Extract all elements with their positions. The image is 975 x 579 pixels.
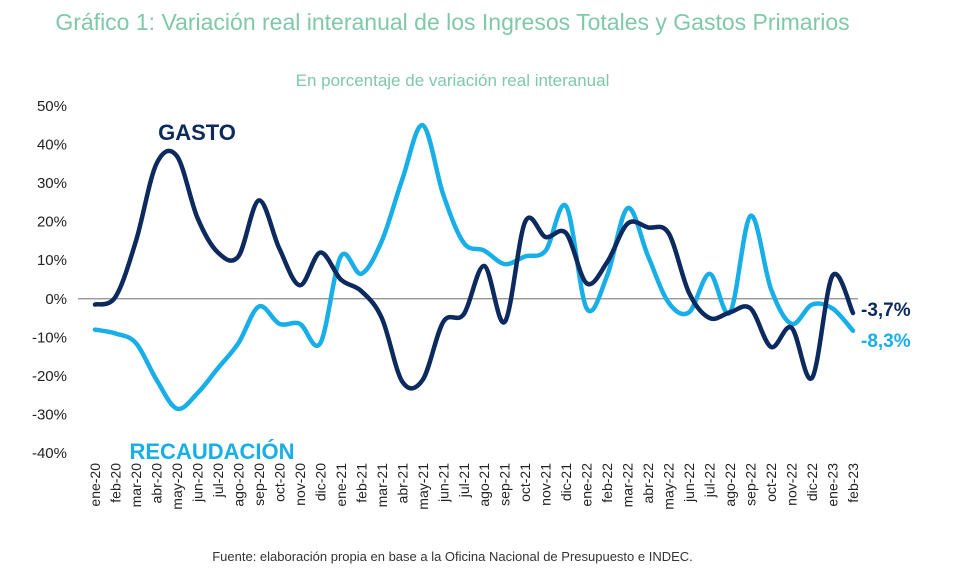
chart-subtitle: En porcentaje de variación real interanu… (295, 71, 610, 90)
x-tick-label: jul-20 (210, 463, 226, 498)
y-tick-label: -40% (32, 445, 67, 462)
x-tick-label: abr-22 (640, 463, 656, 504)
y-tick-label: 10% (37, 252, 67, 269)
x-tick-label: feb-21 (353, 463, 369, 503)
x-tick-label: oct-21 (517, 463, 533, 502)
recaudacion-end-value-label: -8,3% (861, 331, 911, 352)
y-tick-label: 30% (37, 175, 67, 192)
gasto-line (92, 148, 856, 391)
y-tick-label: 0% (45, 291, 67, 308)
x-tick-label: jun-20 (189, 463, 205, 503)
series-labels: GASTO RECAUDACIÓN -3,7% -8,3% (130, 120, 911, 464)
y-axis-labels: 50% 40% 30% 20% 10% 0% -10% -20% -30% -40% (32, 98, 67, 462)
recaudacion-series-label: RECAUDACIÓN (130, 439, 295, 464)
x-tick-label: nov-22 (784, 463, 800, 506)
x-tick-label: nov-21 (538, 463, 554, 506)
x-tick-label: feb-23 (845, 463, 861, 503)
x-tick-label: feb-22 (599, 463, 615, 503)
x-tick-label: may-22 (661, 463, 677, 510)
gasto-end-value-label: -3,7% (861, 300, 911, 321)
x-tick-label: abr-20 (148, 463, 164, 504)
x-tick-label: jun-21 (435, 463, 451, 503)
x-tick-label: sep-21 (497, 463, 513, 506)
x-tick-label: jun-22 (681, 463, 697, 503)
x-tick-label: oct-22 (763, 463, 779, 502)
y-tick-label: -10% (32, 329, 67, 346)
x-tick-label: ene-20 (87, 463, 103, 507)
x-axis-labels: ene-20 feb-20 mar-20 abr-20 may-20 jun-20 jul-… (87, 463, 861, 510)
x-tick-label: may-20 (169, 463, 185, 510)
x-tick-label: mar-21 (374, 463, 390, 508)
x-tick-label: dic-20 (312, 463, 328, 501)
series-lines (92, 123, 856, 412)
x-tick-label: ene-23 (825, 463, 841, 507)
x-tick-label: ene-22 (579, 463, 595, 507)
y-tick-label: 40% (37, 137, 67, 154)
gasto-series-label: GASTO (158, 120, 236, 145)
x-tick-label: mar-20 (128, 463, 144, 508)
x-tick-label: jul-21 (456, 463, 472, 498)
x-tick-label: sep-20 (251, 463, 267, 506)
y-tick-label: 50% (37, 98, 67, 115)
x-tick-label: may-21 (415, 463, 431, 510)
recaudacion-line (92, 123, 856, 412)
x-tick-label: oct-20 (271, 463, 287, 502)
y-tick-label: 20% (37, 214, 67, 231)
x-tick-label: abr-21 (394, 463, 410, 504)
x-tick-label: ago-21 (476, 463, 492, 507)
x-tick-label: dic-22 (804, 463, 820, 501)
x-tick-label: mar-22 (620, 463, 636, 508)
x-tick-label: ago-22 (722, 463, 738, 507)
x-tick-label: nov-20 (292, 463, 308, 506)
source-note: Fuente: elaboración propia en base a la … (212, 549, 693, 564)
x-tick-label: dic-21 (558, 463, 574, 501)
x-tick-label: sep-22 (743, 463, 759, 506)
x-tick-label: jul-22 (702, 463, 718, 498)
x-tick-label: ene-21 (333, 463, 349, 507)
x-tick-label: ago-20 (230, 463, 246, 507)
y-tick-label: -30% (32, 406, 67, 423)
chart-title: Gráfico 1: Variación real interanual de … (55, 9, 850, 35)
y-tick-label: -20% (32, 368, 67, 385)
x-tick-label: feb-20 (107, 463, 123, 503)
